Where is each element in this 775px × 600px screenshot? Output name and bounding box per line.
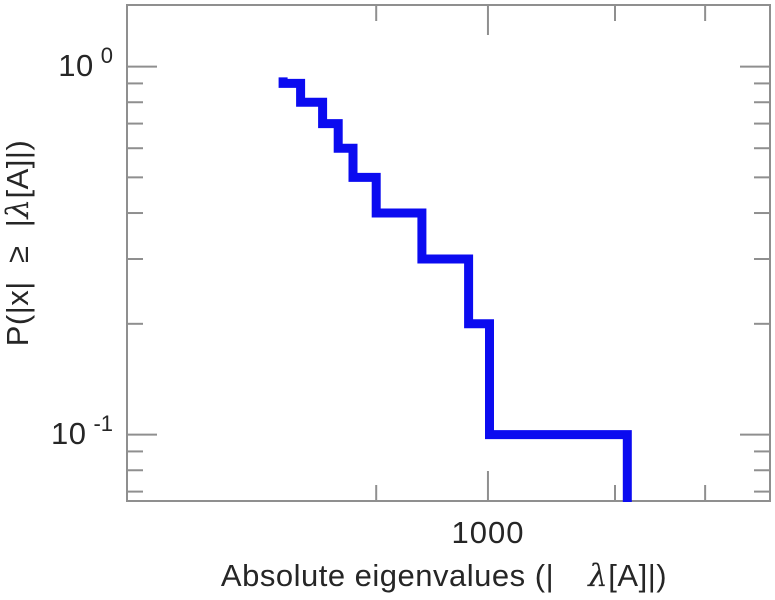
y-title-text: [A]|) (0, 139, 35, 199)
y-tick-exponent: -1 (93, 410, 113, 436)
y-axis-tick-label-1e-1: 10 -1 (50, 410, 113, 452)
y-title-text: P(|x| ≥ | (0, 218, 35, 347)
x-axis-tick-label-1000: 1000 (451, 515, 525, 550)
y-tick-base: 10 (50, 416, 87, 452)
y-tick-exponent: 0 (100, 42, 113, 68)
y-axis-tick-label-1e0: 10 0 (58, 42, 113, 84)
ccdf-step-line (278, 77, 632, 502)
y-axis-title: P(|x| ≥ |λ[A]|) (0, 140, 36, 347)
lambda-symbol: λ (0, 198, 36, 219)
plot-border (126, 4, 771, 502)
x-title-text: [A]|) (608, 558, 668, 593)
x-title-text: Absolute eigenvalues (| (220, 558, 555, 593)
lambda-symbol: λ (588, 558, 609, 594)
x-axis-title: Absolute eigenvalues (| λ[A]|) (221, 558, 667, 594)
y-tick-base: 10 (58, 48, 94, 84)
